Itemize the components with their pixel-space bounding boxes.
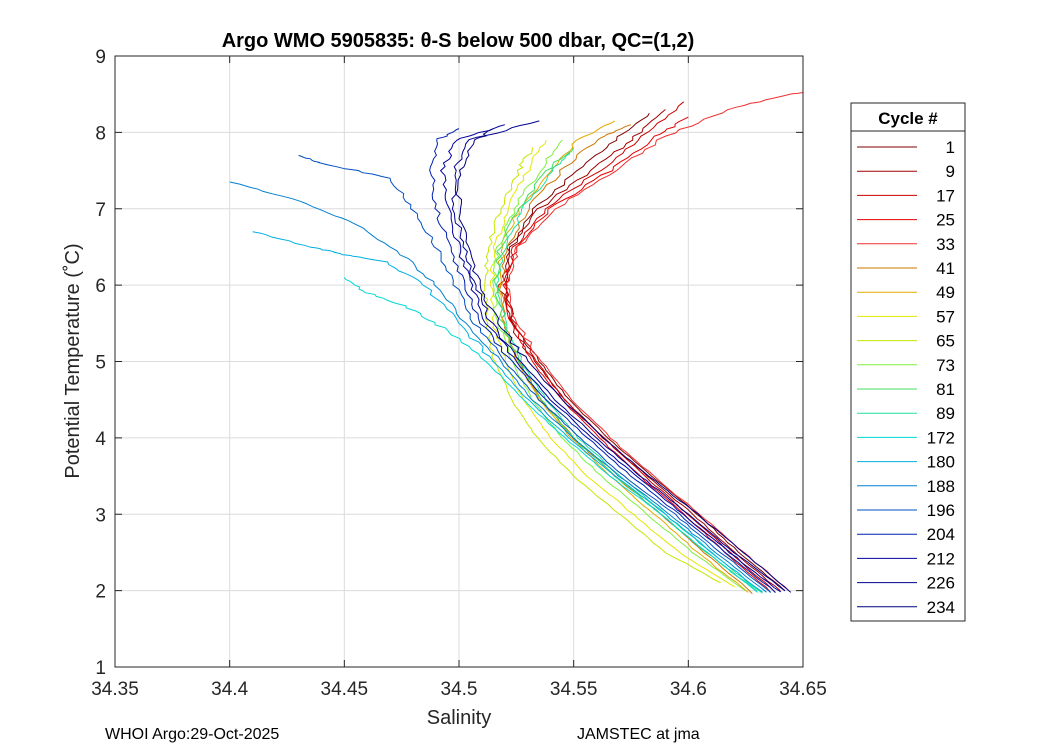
legend-label: 17	[936, 186, 955, 205]
x-tick-label: 34.35	[91, 679, 139, 700]
series-line-cycle-188	[229, 181, 767, 593]
series-line-cycle-212	[439, 124, 782, 593]
legend-label: 188	[927, 477, 955, 496]
legend-label: 25	[936, 211, 955, 230]
legend-title: Cycle #	[878, 109, 938, 128]
series-line-cycle-172	[343, 277, 758, 593]
y-tick-label: 1	[95, 658, 106, 679]
legend-label: 81	[936, 380, 955, 399]
x-tick-label: 34.6	[670, 679, 707, 700]
legend-label: 1	[946, 138, 955, 157]
y-tick-label: 3	[95, 505, 106, 526]
y-tick-label: 7	[95, 200, 106, 221]
x-tick-label: 34.4	[211, 679, 248, 700]
y-tick-label: 2	[95, 582, 106, 603]
legend-label: 180	[927, 453, 955, 472]
legend-label: 226	[927, 574, 955, 593]
y-tick-label: 5	[95, 353, 106, 374]
series-line-cycle-204	[429, 128, 776, 593]
series-lines	[229, 91, 803, 594]
y-tick-label: 6	[95, 276, 106, 297]
x-tick-label: 34.5	[441, 679, 478, 700]
legend-label: 196	[927, 501, 955, 520]
y-tick-label: 9	[95, 47, 106, 68]
series-line-cycle-25	[502, 116, 771, 593]
legend-label: 57	[936, 307, 955, 326]
legend-label: 204	[927, 525, 955, 544]
series-line-cycle-234	[455, 128, 792, 593]
legend-label: 73	[936, 356, 955, 375]
y-tick-label: 4	[95, 429, 106, 450]
legend-label: 33	[936, 235, 955, 254]
series-line-cycle-9	[497, 109, 781, 592]
legend-label: 9	[946, 162, 955, 181]
legend-label: 41	[936, 259, 955, 278]
x-tick-label: 34.55	[550, 679, 598, 700]
y-tick-labels: 1 2 3 4 5 6 7 8 9	[95, 47, 106, 679]
y-tick-label: 8	[95, 123, 106, 144]
series-line-cycle-226	[451, 120, 786, 592]
x-tick-label: 34.65	[779, 679, 827, 700]
legend-label: 49	[936, 283, 955, 302]
y-axis-label: Potential Temperature (˚C)	[62, 243, 84, 478]
chart-title: Argo WMO 5905835: θ-S below 500 dbar, QC…	[222, 30, 695, 52]
footer-credit: JAMSTEC at jma	[577, 726, 700, 743]
series-line-cycle-180	[252, 231, 763, 593]
x-axis-label: Salinity	[427, 707, 491, 729]
legend-label: 89	[936, 404, 955, 423]
legend-label: 172	[927, 428, 955, 447]
footer-source: WHOI Argo:29-Oct-2025	[105, 726, 280, 743]
x-tick-label: 34.45	[321, 679, 369, 700]
series-line-cycle-196	[298, 154, 772, 593]
legend-label: 65	[936, 332, 955, 351]
axis-ticks	[114, 55, 804, 668]
series-line-cycle-65	[481, 147, 721, 584]
x-tick-labels: 34.35 34.4 34.45 34.5 34.55 34.6 34.65	[91, 679, 827, 700]
legend-label: 234	[927, 598, 955, 617]
series-line-cycle-33	[503, 91, 803, 591]
legend-label: 212	[927, 549, 955, 568]
legend-entries: 1 9 17 25 33 41 49 57 65 73 81 89 172 180 188 196 204 212…	[857, 138, 955, 617]
legend: Cycle # 19172533414957657381891721801881…	[850, 102, 966, 622]
